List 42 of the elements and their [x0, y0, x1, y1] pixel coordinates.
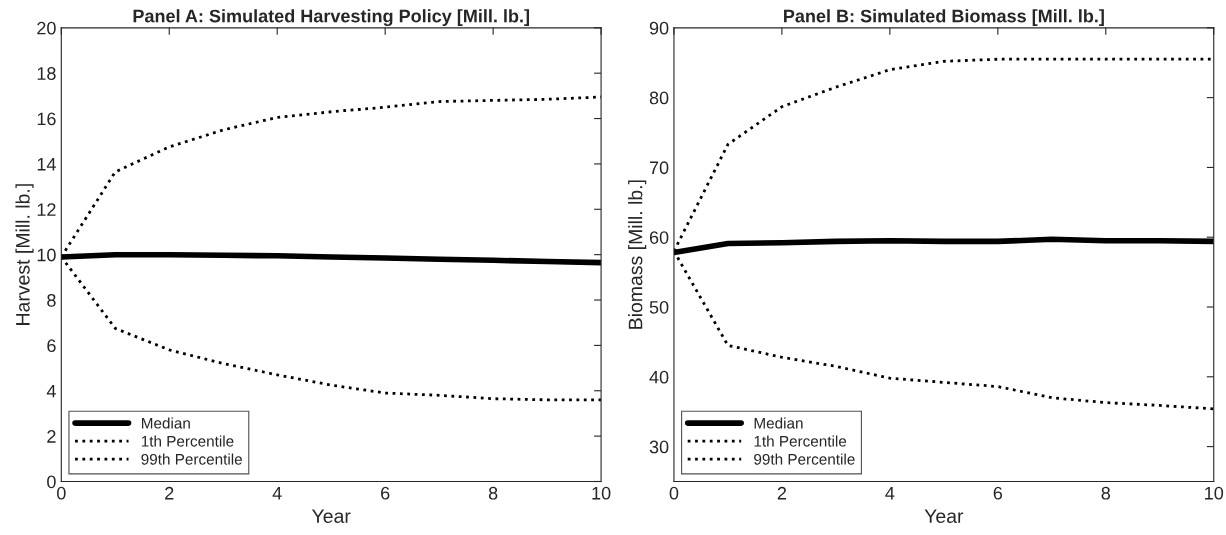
y-tick-label: 8	[47, 293, 56, 307]
legend-label: 1th Percentile	[754, 435, 847, 447]
y-tick-label: 90	[649, 21, 669, 35]
y-tick-label: 10	[37, 248, 56, 262]
y-tick-label: 16	[37, 112, 56, 126]
legend-label: Median	[754, 417, 803, 429]
y-axis-title: Harvest [Mill. lb.]	[15, 184, 34, 325]
y-tick-label: 2	[47, 430, 56, 443]
y-tick-label: 40	[649, 370, 669, 384]
x-tick-label: 0	[669, 486, 679, 500]
y-axis-title: Biomass [Mill. lb.]	[628, 180, 647, 329]
y-tick-label: 4	[46, 384, 56, 398]
x-tick-label: 6	[993, 486, 1003, 500]
x-tick-label: 8	[1101, 486, 1111, 500]
y-tick-label: 80	[649, 91, 669, 105]
x-axis-title: Year	[924, 509, 964, 524]
y-tick-label: 20	[37, 21, 56, 35]
x-tick-label: 2	[165, 486, 174, 500]
y-tick-label: 14	[37, 158, 56, 171]
x-tick-label: 6	[381, 486, 390, 500]
y-tick-label: 70	[649, 161, 669, 175]
x-axis-title: Year	[311, 509, 351, 524]
x-tick-label: 0	[56, 486, 66, 500]
legend-label: Median	[142, 417, 190, 429]
chart-title: Panel B: Simulated Biomass [Mill. lb.]	[784, 9, 1104, 27]
y-tick-label: 0	[47, 475, 56, 489]
legend-label: 99th Percentile	[754, 453, 855, 465]
x-tick-label: 10	[1205, 486, 1224, 500]
x-tick-label: 2	[777, 486, 787, 500]
x-tick-label: 10	[592, 486, 611, 500]
chart-title: Panel A: Simulated Harvesting Policy [Mill. lb.]	[133, 9, 530, 27]
x-tick-label: 8	[488, 486, 498, 500]
y-tick-label: 60	[649, 231, 669, 244]
y-tick-label: 50	[649, 300, 669, 314]
x-tick-label: 4	[272, 487, 282, 500]
y-tick-label: 6	[47, 339, 56, 353]
x-tick-label: 4	[885, 487, 895, 500]
legend-label: 99th Percentile	[141, 453, 242, 465]
y-tick-label: 30	[649, 440, 669, 454]
legend-label: 1th Percentile	[141, 435, 234, 447]
y-tick-label: 18	[37, 67, 56, 80]
y-tick-label: 12	[37, 203, 56, 216]
